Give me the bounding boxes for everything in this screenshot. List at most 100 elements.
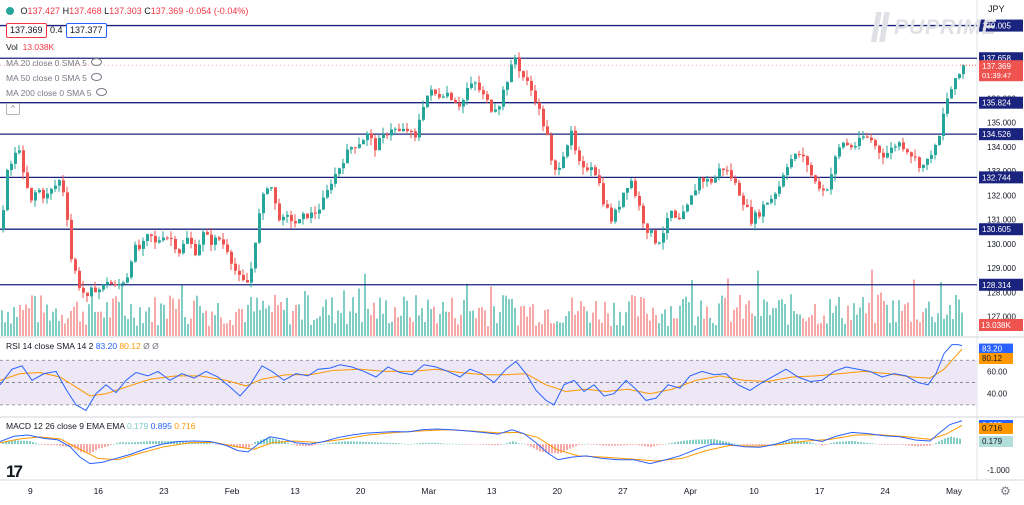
volume-bar [208,325,210,336]
volume-bar [424,322,426,336]
rsi-sma-value: 80.12 [119,341,141,351]
macd-histogram-bar [89,444,91,454]
level-price-tag [979,278,1023,291]
volume-bar [892,300,894,336]
macd-histogram-bar [926,444,928,446]
volume-bar [337,310,339,336]
candle-body [874,140,877,146]
volume-bar [286,297,288,336]
volume-bar [322,306,324,336]
macd-histogram-bar [770,444,772,445]
x-tick-label: 27 [618,486,628,496]
candle-body [418,119,421,138]
volume-bar [802,318,804,336]
rsi-legend[interactable]: RSI 14 close SMA 14 2 83.20 80.12 Ø Ø [6,341,159,351]
open-label: O [20,6,28,16]
volume-bar [709,317,711,336]
volume-bar [139,307,141,336]
macd-histogram-bar [572,444,574,448]
volume-bar [628,301,630,336]
volume-bar [616,325,618,336]
candle-body [238,270,241,275]
macd-histogram-bar [686,440,688,445]
macd-histogram-bar [5,441,7,445]
macd-histogram-bar [683,440,685,445]
volume-bar [370,314,372,336]
ma50-legend[interactable]: MA 50 close 0 SMA 5 [6,73,102,83]
buy-price-button[interactable]: 137.377 [66,23,107,38]
macd-histogram-bar [935,442,937,445]
rsi-na-values: Ø Ø [143,341,159,351]
volume-bar [601,322,603,336]
volume-bar [799,314,801,336]
volume-legend[interactable]: Vol 13.038K [6,42,54,52]
candle-body [830,174,833,190]
macd-histogram-bar [656,444,658,446]
candle-body [206,232,209,235]
candle-body [730,170,733,179]
volume-bar [265,308,267,336]
candle-body [862,136,865,138]
volume-bar [448,311,450,336]
candle-body [534,90,537,103]
candle-body [466,87,469,100]
candle-body [110,282,113,284]
volume-bar [73,306,75,336]
macd-histogram-bar [68,444,70,447]
volume-bar [787,324,789,336]
macd-histogram-bar [65,444,67,447]
volume-bar [514,307,516,336]
macd-histogram-bar [599,444,601,446]
volume-bar [943,318,945,336]
macd-histogram-bar [920,444,922,447]
eye-hidden-icon[interactable] [90,58,102,66]
candle-body [646,223,649,233]
candle-body [434,89,437,95]
volume-bar [844,323,846,336]
volume-bar [220,317,222,336]
candle-body [690,195,693,205]
volume-bar [100,311,102,336]
volume-bar [763,299,765,336]
volume-bar [406,300,408,336]
candle-body [506,82,509,90]
macd-signal-value: 0.716 [174,421,196,431]
macd-histogram-bar [848,441,850,445]
sell-price-button[interactable]: 137.369 [6,23,47,38]
macd-histogram-bar [401,443,403,445]
rsi-sma-line [0,348,963,397]
macd-histogram-bar [245,444,247,448]
eye-hidden-icon[interactable] [90,73,102,81]
volume-bar [298,304,300,336]
volume-bar [331,297,333,336]
macd-histogram-bar [806,442,808,445]
eye-hidden-icon[interactable] [95,88,107,96]
volume-bar [88,304,90,336]
candle-body [18,150,21,153]
volume-bar [811,315,813,336]
macd-histogram-bar [59,444,61,446]
macd-histogram-bar [332,442,334,445]
macd-histogram-bar [749,444,751,445]
volume-bar [778,300,780,336]
volume-bar [877,294,879,336]
candle-body [670,210,673,218]
volume-bar [271,311,273,336]
ma200-legend[interactable]: MA 200 close 0 SMA 5 [6,88,107,98]
macd-histogram-bar [272,438,274,445]
candle-body [270,187,273,189]
level-price-label: 139.005 [982,22,1011,31]
candle-body [826,189,829,191]
macd-histogram-bar [98,444,100,449]
macd-histogram-bar [122,442,124,445]
y-tick-label: 134.000 [987,143,1016,152]
ma20-legend[interactable]: MA 20 close 0 SMA 5 [6,58,102,68]
settings-gear-icon[interactable]: ⚙ [1000,484,1011,498]
collapse-legend-button[interactable]: ^ [6,103,20,115]
candle-body [694,190,697,196]
macd-histogram-bar [275,439,277,445]
candle-body [42,189,45,199]
macd-legend[interactable]: MACD 12 26 close 9 EMA EMA 0.179 0.895 0… [6,421,196,431]
candle-body [946,98,949,114]
